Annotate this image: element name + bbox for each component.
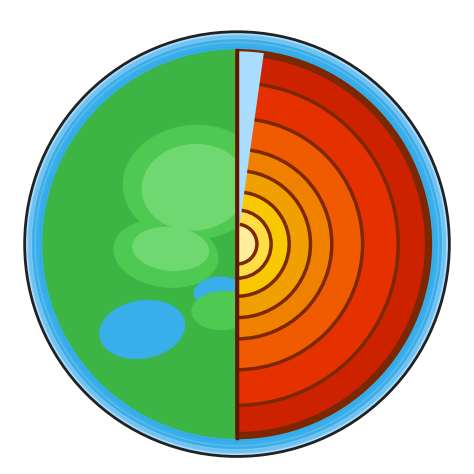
Wedge shape — [237, 192, 289, 296]
Wedge shape — [237, 83, 398, 405]
Ellipse shape — [123, 126, 265, 239]
Wedge shape — [237, 171, 310, 318]
Ellipse shape — [114, 220, 218, 287]
Wedge shape — [237, 51, 430, 438]
Wedge shape — [237, 224, 257, 264]
Circle shape — [40, 47, 434, 441]
Wedge shape — [237, 118, 363, 370]
Wedge shape — [42, 49, 237, 439]
Ellipse shape — [194, 277, 242, 306]
Wedge shape — [237, 244, 336, 441]
Circle shape — [36, 43, 438, 445]
Wedge shape — [237, 51, 264, 244]
Ellipse shape — [142, 145, 246, 230]
Wedge shape — [237, 55, 427, 434]
Circle shape — [32, 39, 442, 449]
Ellipse shape — [100, 301, 184, 358]
Ellipse shape — [192, 292, 254, 329]
Circle shape — [40, 47, 434, 441]
Wedge shape — [237, 47, 336, 244]
Wedge shape — [237, 149, 332, 339]
Wedge shape — [237, 52, 333, 244]
Circle shape — [28, 36, 446, 453]
Circle shape — [25, 32, 449, 456]
Ellipse shape — [133, 228, 209, 270]
Wedge shape — [237, 210, 271, 278]
